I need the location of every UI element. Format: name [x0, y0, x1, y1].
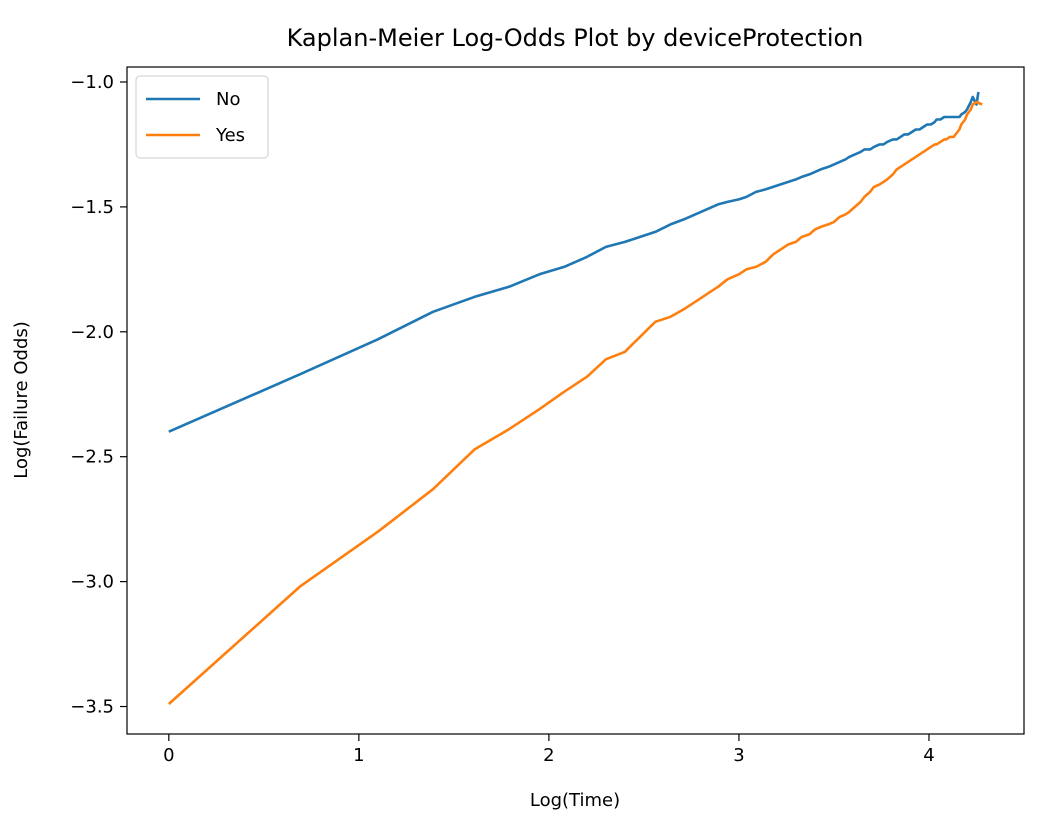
y-tick-label: −2.5 [70, 447, 114, 468]
y-axis-ticks: −1.0 −1.5 −2.0 −2.5 −3.0 −3.5 [70, 72, 127, 718]
y-tick-label: −3.5 [70, 697, 114, 718]
x-tick-label: 2 [543, 745, 554, 766]
y-tick-label: −2.0 [70, 322, 114, 343]
legend-frame [135, 75, 269, 159]
y-tick-label: −3.0 [70, 572, 114, 593]
x-axis-label: Log(Time) [530, 790, 620, 811]
x-tick-label: 3 [733, 745, 744, 766]
y-tick-label: −1.0 [70, 72, 114, 93]
y-tick-label: −1.5 [70, 197, 114, 218]
legend: No Yes [135, 75, 269, 159]
legend-label-yes: Yes [215, 125, 245, 146]
x-tick-label: 1 [353, 745, 364, 766]
plot-frame [126, 66, 1025, 735]
series-layer [167, 91, 983, 705]
series-line-no [168, 91, 980, 433]
x-tick-label: 4 [923, 745, 934, 766]
legend-label-no: No [216, 89, 240, 110]
series-line-yes [167, 100, 983, 705]
x-axis-ticks: 0 1 2 3 4 [163, 734, 935, 766]
x-tick-label: 0 [163, 745, 174, 766]
plot-area [126, 66, 1025, 735]
chart-title: Kaplan-Meier Log-Odds Plot by deviceProt… [287, 24, 864, 52]
y-axis-label: Log(Failure Odds) [11, 321, 32, 479]
